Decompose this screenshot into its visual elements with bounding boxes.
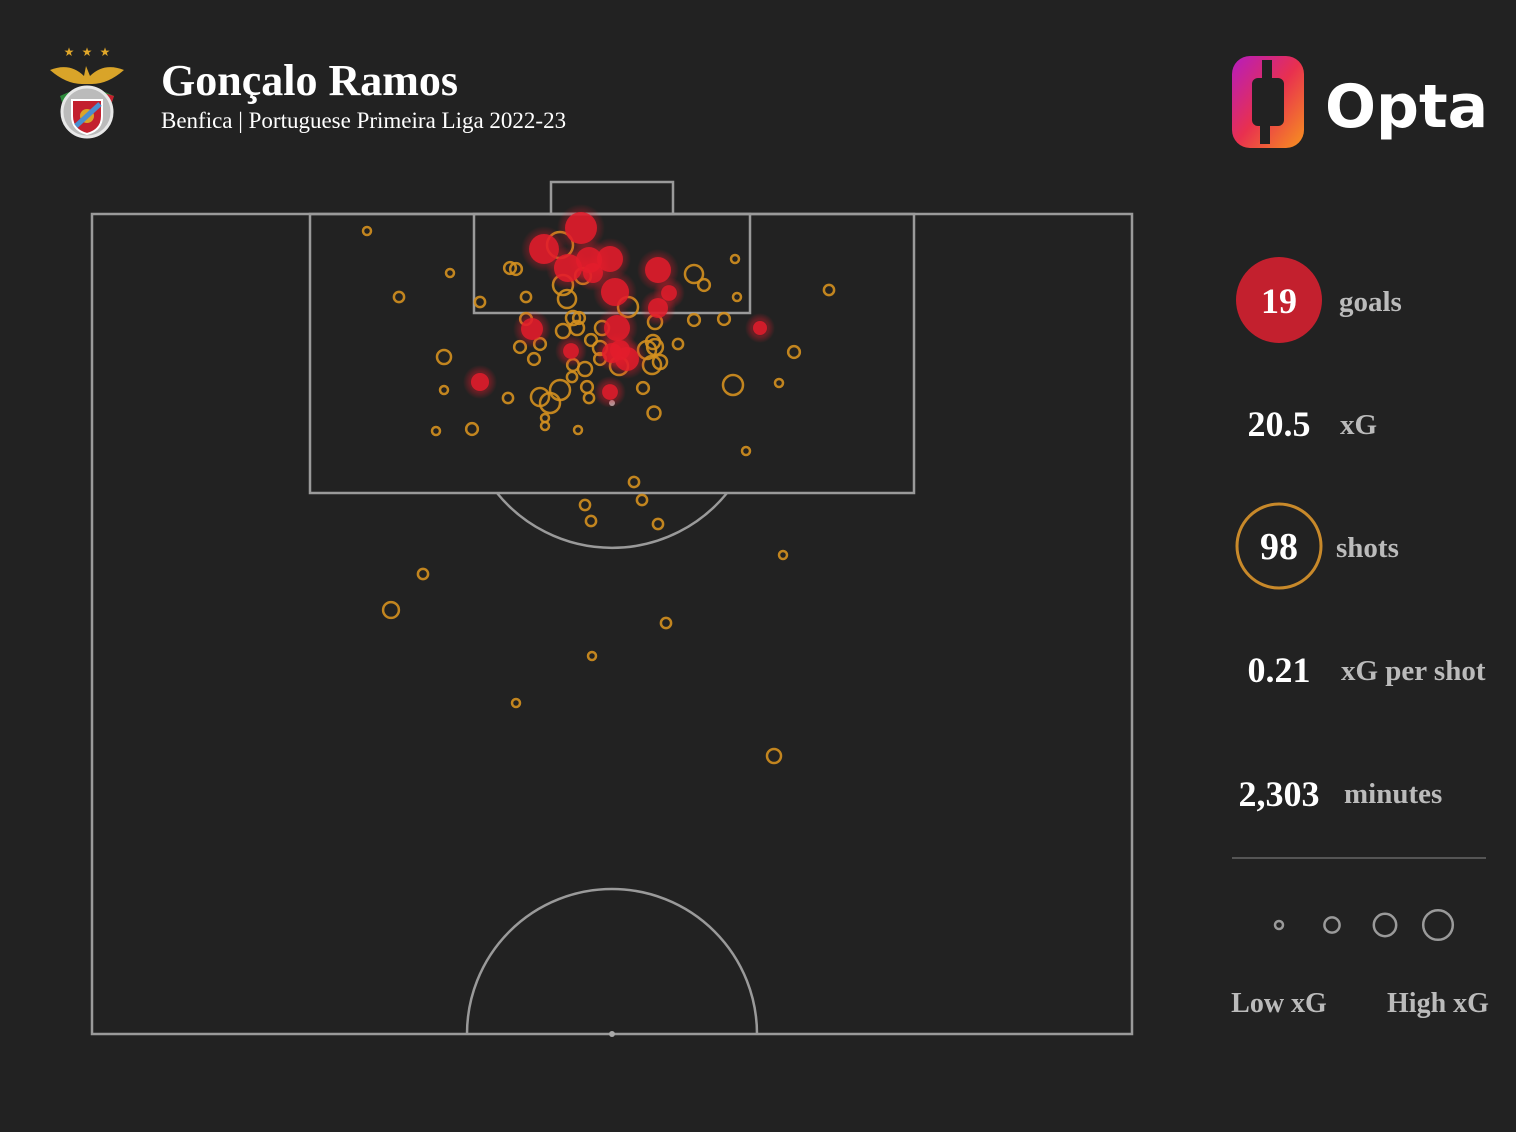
shot-marker [568,319,586,337]
xg-value: 20.5 [1248,404,1311,444]
shot-marker [765,747,783,765]
shot-marker [786,344,802,360]
shot-marker [571,310,587,326]
shot-marker [716,311,732,327]
goals-value: 19 [1261,281,1297,321]
shot-marker [586,650,598,662]
shot-marker [510,697,522,709]
subtitle: Benfica | Portuguese Primeira Liga 2022-… [161,108,566,133]
goal-marker [602,384,618,400]
shot-marker [576,360,594,378]
legend-size-circle [1372,912,1398,938]
shot-marker [361,225,373,237]
goal-marker [648,298,668,318]
shot-marker [508,261,524,277]
svg-text:★: ★ [100,45,111,59]
xg-per-shot-label: xG per shot [1341,655,1486,687]
shot-marker [696,277,712,293]
goal-marker [583,263,603,283]
shot-marker [686,312,702,328]
minutes-value: 2,303 [1239,774,1320,814]
shot-marker [438,384,450,396]
minutes-label: minutes [1344,778,1442,810]
shot-marker [644,333,662,351]
shots-layer [361,225,836,765]
legend-high-label: High xG [1387,988,1489,1019]
shot-marker [579,379,595,395]
shot-marker [659,616,673,630]
shot-marker [646,405,662,421]
shot-marker [583,332,599,348]
goal-marker [753,321,767,335]
legend-size-circle [1323,916,1341,934]
shot-marker [538,391,562,415]
goal-marker [521,318,543,340]
goal-marker [563,343,579,359]
shot-marker [822,283,836,297]
goal-marker [565,212,597,244]
shot-marker [773,377,785,389]
shot-marker [565,370,579,384]
goal-marker [645,257,671,283]
penalty-arc [496,492,728,550]
opta-wordmark: Opta [1325,72,1488,142]
shot-marker [526,351,542,367]
shot-marker [556,288,578,310]
goal-marker [470,372,490,392]
legend-size-circle [1273,919,1285,931]
shot-marker [584,514,598,528]
goal [549,180,675,216]
svg-text:★: ★ [64,45,75,59]
legend-low-label: Low xG [1231,988,1327,1019]
shot-marker [539,420,551,432]
shot-marker [548,378,572,402]
shot-marker [381,600,401,620]
goals-layer [462,204,775,408]
shot-marker [777,549,789,561]
shot-marker [392,290,406,304]
shot-marker [635,380,651,396]
shot-marker [572,424,584,436]
shot-marker [464,421,480,437]
shot-marker [444,267,456,279]
shot-marker [435,348,453,366]
shot-marker [740,445,752,457]
shot-marker [502,260,518,276]
shot-marker [729,253,741,265]
shot-marker [519,290,533,304]
goals-label: goals [1339,286,1402,318]
center-spot [609,1031,615,1037]
svg-text:★: ★ [82,45,93,59]
shot-marker [671,337,685,351]
goal-marker [602,343,622,363]
xg-label: xG [1340,409,1377,441]
shot-marker [416,567,430,581]
shot-marker [721,373,745,397]
shot-marker [627,475,641,489]
legend-size-circle [1421,908,1455,942]
shot-marker [731,291,743,303]
shot-marker [651,517,665,531]
goals-badge [1236,257,1322,343]
shot-marker [564,309,582,327]
player-name-title: Gonçalo Ramos [161,56,458,105]
shot-marker [430,425,442,437]
shot-marker [473,295,487,309]
shot-marker [578,498,592,512]
xg-size-legend [1273,908,1455,942]
benfica-crest-logo: ★ ★ ★ [50,45,124,139]
center-circle [465,887,759,1035]
shots-badge [1235,502,1323,590]
shots-value: 98 [1260,526,1298,568]
opta-logo: Opta [1232,56,1488,148]
shot-marker [501,391,515,405]
shot-marker [582,391,596,405]
shot-marker [683,263,705,285]
xg-per-shot-value: 0.21 [1248,650,1311,690]
shots-label: shots [1336,532,1399,564]
shot-marker [635,493,649,507]
goal-marker [600,277,630,307]
